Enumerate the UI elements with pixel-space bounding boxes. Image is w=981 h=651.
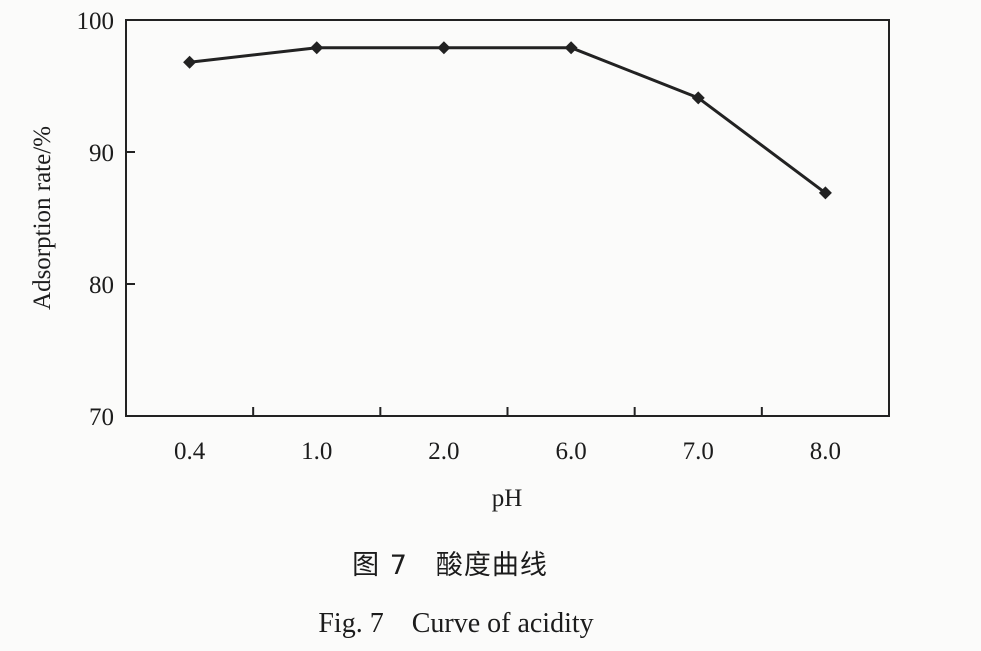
data-point-marker [691,91,705,105]
y-tick-label: 80 [89,272,114,299]
x-tick-label: 1.0 [301,438,332,465]
series-line [189,46,827,195]
x-tick-label: 6.0 [555,438,586,465]
caption-chinese: 图 7 酸度曲线 [352,550,548,581]
y-tick-label: 90 [89,140,114,167]
y-tick-label: 70 [89,404,114,431]
y-tick-label: 100 [77,8,115,35]
data-point-marker [437,41,451,55]
data-point-marker [183,55,197,69]
series-group [183,41,832,200]
y-axis-ticks: 70 80 90 100 [77,8,135,431]
caption-english: Fig. 7 Curve of acidity [318,608,594,639]
data-point-marker [310,41,324,55]
data-point-marker [818,186,832,200]
data-point-marker [564,41,578,55]
x-axis-label: pH [492,485,523,512]
x-axis-ticks: 0.4 1.0 2.0 6.0 7.0 8.0 [174,407,841,465]
x-tick-label: 7.0 [683,438,714,465]
x-tick-label: 8.0 [810,438,841,465]
plot-frame [125,19,890,417]
x-tick-label: 2.0 [428,438,459,465]
x-tick-label: 0.4 [174,438,206,465]
y-axis-label: Adsorption rate/% [29,126,56,310]
